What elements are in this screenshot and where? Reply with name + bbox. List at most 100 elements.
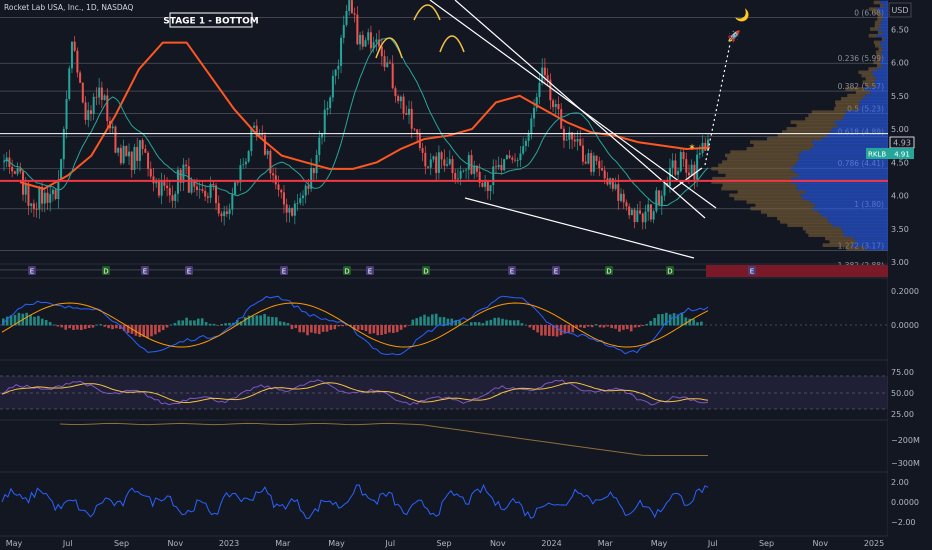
candle-body	[372, 42, 375, 49]
candle-body	[598, 160, 601, 169]
candle-body	[581, 145, 584, 162]
candle-body	[49, 194, 52, 203]
candle-body	[625, 202, 628, 207]
macd-bar	[263, 313, 266, 326]
vp-bar-down	[787, 223, 833, 228]
macd-bar	[278, 321, 282, 326]
time-tick: Nov	[490, 539, 506, 548]
ticker-tag	[866, 148, 914, 159]
candle-body	[296, 202, 299, 204]
osc-tick: 0.0000	[891, 498, 919, 507]
vp-bar-up	[803, 196, 888, 201]
macd-bar	[68, 325, 71, 329]
vp-bar-down	[796, 123, 838, 128]
candle-body	[318, 137, 321, 155]
shoulder-arc-left	[375, 37, 403, 59]
candle-body	[614, 184, 617, 189]
vp-bar-up	[826, 216, 888, 221]
candle-body	[46, 192, 49, 203]
oscillator-line	[1, 483, 709, 520]
macd-bar	[41, 318, 44, 326]
vp-bar-up	[881, 63, 888, 68]
time-axis[interactable]: May Jul Sep Nov 2023 Mar May Jul Sep Nov 2024 Mar Ma…	[6, 539, 884, 548]
macd-bar	[622, 325, 625, 330]
candle-body	[147, 152, 150, 169]
vp-bar-up	[797, 183, 888, 188]
macd-bar	[165, 325, 169, 328]
candle-body	[117, 147, 120, 153]
vp-bar-up	[880, 0, 888, 5]
candle-body	[307, 185, 310, 189]
vp-bar-down	[868, 67, 878, 71]
macd-bar	[13, 314, 17, 326]
candle-body	[552, 100, 555, 108]
price-axis[interactable]: 6.50 6.00 5.50 5.00 4.50 4.00 3.50 3.00	[891, 25, 909, 267]
candle-body	[677, 171, 680, 175]
candle-body	[168, 188, 171, 196]
macd-bar	[161, 325, 165, 331]
currency-box[interactable]	[888, 2, 912, 18]
macd-bar	[481, 323, 485, 326]
vp-bar-down	[753, 143, 815, 148]
rocket-emoji: 🚀	[727, 30, 741, 43]
macd-bar	[64, 325, 67, 330]
vp-bar-down	[777, 133, 828, 138]
macd-bar	[641, 325, 645, 327]
macd-bar	[333, 325, 337, 330]
macd-bar	[314, 325, 317, 334]
macd-bar	[555, 325, 559, 337]
macd-bar	[9, 315, 13, 326]
vp-bar-up	[880, 43, 888, 48]
candle-body	[511, 157, 514, 160]
candle-body	[321, 133, 324, 138]
macd-bar	[142, 325, 145, 337]
macd-bar	[610, 325, 613, 329]
vp-bar-down	[711, 180, 791, 184]
vp-bar-down	[712, 176, 792, 181]
vp-bar-up	[865, 246, 888, 251]
macd-bar	[302, 325, 305, 333]
vp-bar-down	[877, 30, 883, 35]
candle-body	[92, 96, 95, 114]
macd-bar	[25, 312, 28, 326]
candle-body	[652, 211, 655, 220]
candle-body	[35, 209, 38, 210]
candle-body	[568, 132, 571, 140]
macd-bar	[364, 325, 368, 332]
event-marker-label: D	[606, 268, 611, 276]
event-marker-label: D	[667, 268, 672, 276]
candle-body	[331, 75, 334, 98]
candle-body	[106, 95, 109, 121]
vp-bar-down	[721, 186, 797, 191]
macd-bar	[212, 323, 216, 326]
macd-bar	[672, 313, 676, 326]
vp-bar-up	[829, 130, 888, 134]
candle-body	[546, 75, 549, 80]
macd-bar	[44, 319, 48, 326]
macd-tick: 0.0000	[891, 321, 919, 330]
candle-body	[3, 161, 5, 163]
time-tick: Sep	[436, 539, 451, 548]
vp-bar-down	[722, 160, 797, 164]
vp-bar-down	[780, 220, 829, 224]
macd-bar	[236, 319, 239, 326]
event-marker-label: D	[423, 268, 428, 276]
vp-bar-up	[815, 203, 888, 208]
macd-bar	[111, 325, 114, 330]
candle-body	[571, 132, 574, 140]
macd-bar	[512, 320, 516, 326]
candle-body	[375, 39, 378, 43]
candle-body	[24, 183, 27, 195]
candle-body	[590, 153, 593, 172]
macd-bar	[126, 325, 130, 333]
candle-body	[166, 185, 169, 189]
candlestick-series	[3, 0, 709, 230]
obv-line	[59, 422, 708, 456]
macd-bar	[626, 325, 629, 330]
event-marker-label: E	[510, 268, 514, 276]
candle-body	[190, 179, 193, 193]
vp-bar-up	[790, 180, 888, 184]
vp-bar-down	[877, 57, 882, 61]
macd-bar	[349, 325, 352, 327]
